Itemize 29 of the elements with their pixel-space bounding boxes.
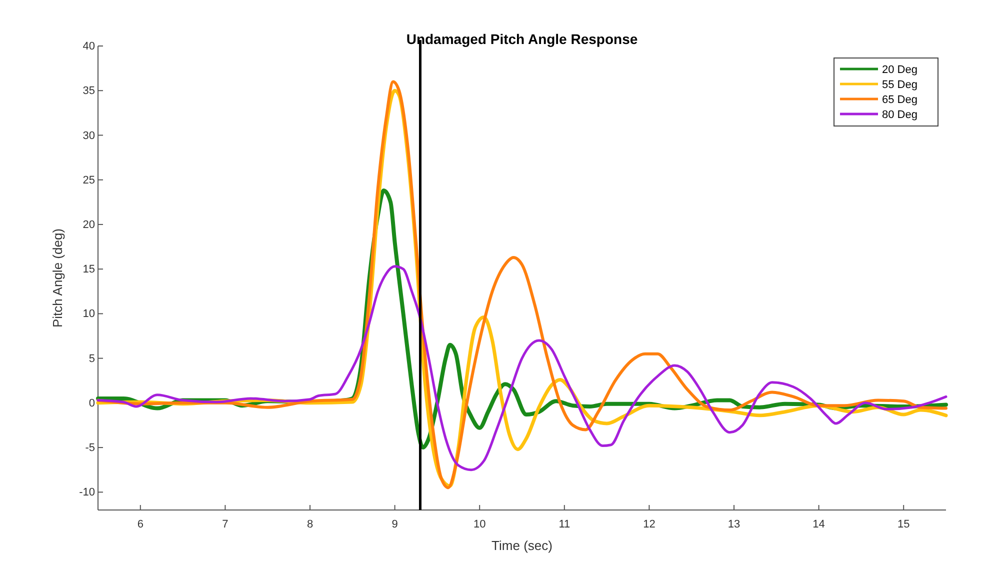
chart-title: Undamaged Pitch Angle Response [406, 31, 638, 47]
y-tick-label: 5 [88, 352, 95, 365]
y-tick-label: 30 [82, 130, 95, 142]
x-tick-label: 6 [137, 518, 144, 530]
y-tick-label: 0 [88, 397, 95, 410]
y-tick-label: -10 [79, 486, 95, 499]
x-tick-label: 10 [473, 518, 486, 530]
x-tick-label: 11 [558, 518, 570, 530]
y-tick-label: 35 [82, 85, 95, 98]
legend-label: 20 Deg [882, 64, 918, 76]
x-tick-label: 14 [812, 518, 825, 530]
line-series [96, 265, 948, 472]
y-tick-label: 15 [82, 264, 95, 276]
legend-label: 65 Deg [882, 94, 918, 106]
x-tick-label: 9 [392, 518, 398, 530]
y-tick-label: 25 [82, 174, 95, 186]
y-axis-title: Pitch Angle (deg) [50, 228, 65, 328]
x-tick-label: 15 [897, 518, 910, 530]
x-tick-label: 8 [306, 518, 314, 530]
legend-label: 80 Deg [882, 109, 918, 121]
y-tick-label: 20 [82, 218, 95, 231]
y-tick-label: 40 [82, 40, 95, 53]
x-tick-label: 7 [222, 518, 228, 530]
x-axis-title: Time (sec) [492, 538, 552, 553]
y-tick-label: -5 [85, 442, 95, 454]
y-tick-label: 10 [82, 308, 95, 320]
x-tick-label: 13 [728, 518, 740, 530]
legend-label: 55 Deg [882, 79, 918, 91]
x-tick-label: 12 [643, 518, 656, 530]
